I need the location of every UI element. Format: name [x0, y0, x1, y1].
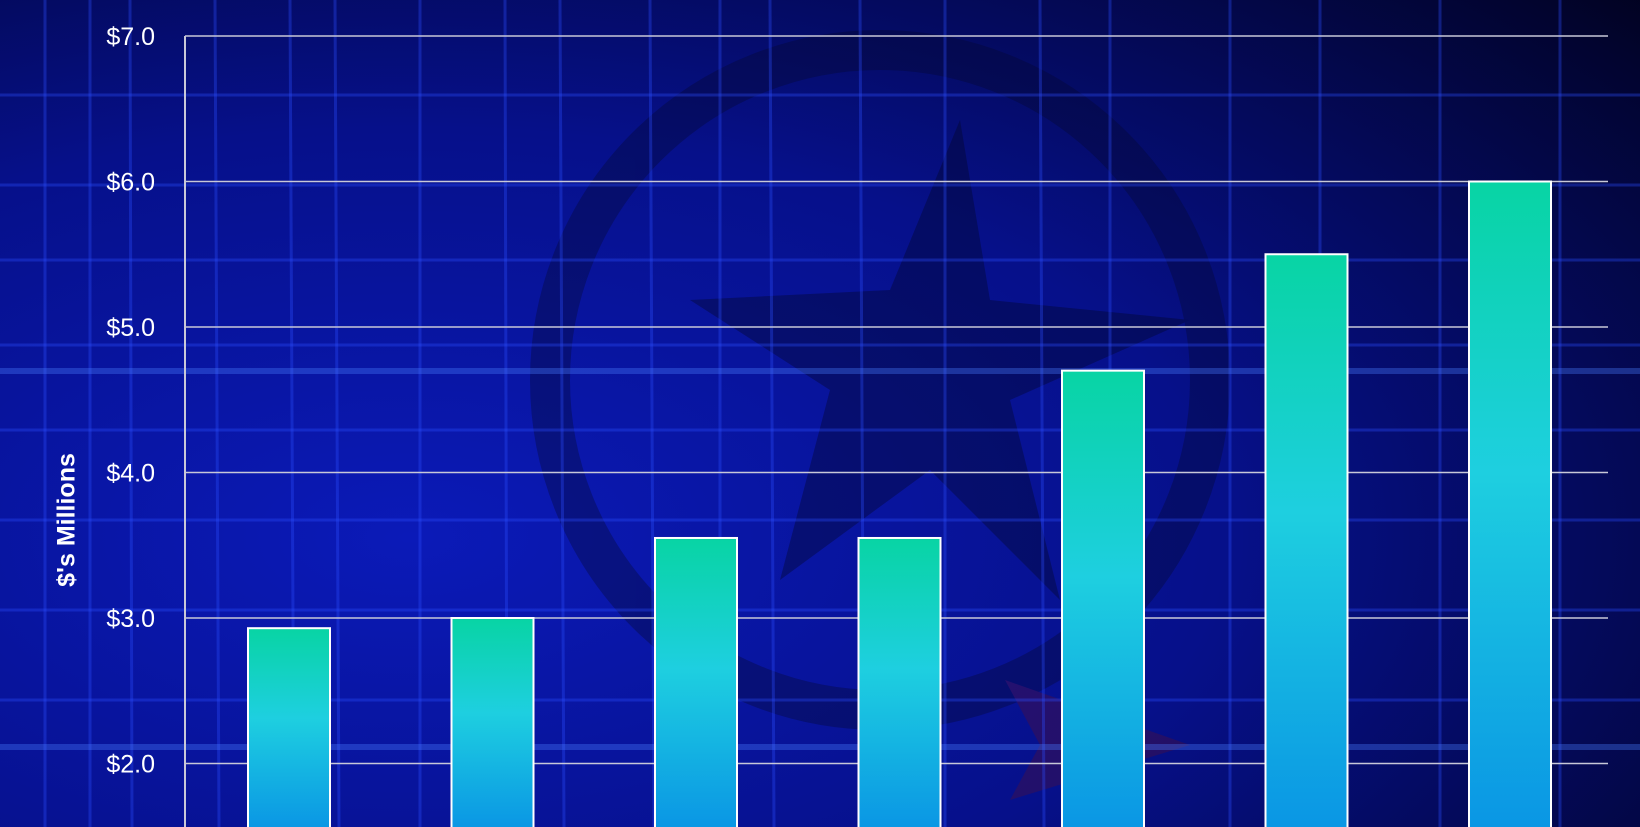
- bar: [247, 627, 331, 827]
- bar: [1468, 180, 1552, 827]
- y-tick-label: $2.0: [106, 751, 155, 779]
- background-glow-band: [0, 744, 1640, 750]
- y-tick-label: $7.0: [106, 23, 155, 51]
- background-grid-line: [558, 0, 566, 827]
- bar: [1264, 253, 1349, 827]
- gridlines: [185, 35, 1608, 765]
- y-tick-label: $6.0: [106, 169, 155, 197]
- background-grid-line: [768, 0, 776, 827]
- background-grid-line: [213, 0, 221, 827]
- bars: [247, 180, 1552, 827]
- background-grid-line: [1038, 0, 1046, 827]
- y-tick-label: $3.0: [106, 605, 155, 633]
- background-grid-line: [648, 0, 656, 827]
- background-grid-line: [128, 0, 134, 827]
- y-tick-labels: $2.0 $3.0 $4.0 $5.0 $6.0 $7.0: [106, 23, 155, 779]
- y-axis-label: $'s Millions: [52, 453, 81, 587]
- bar: [857, 536, 942, 827]
- y-tick-label: $4.0: [106, 460, 155, 488]
- bar: [1061, 369, 1145, 827]
- y-tick-label: $5.0: [106, 314, 155, 342]
- background-glow-band: [0, 368, 1640, 374]
- background-grid-line: [333, 0, 341, 827]
- bar: [450, 617, 535, 827]
- bar: [654, 536, 738, 827]
